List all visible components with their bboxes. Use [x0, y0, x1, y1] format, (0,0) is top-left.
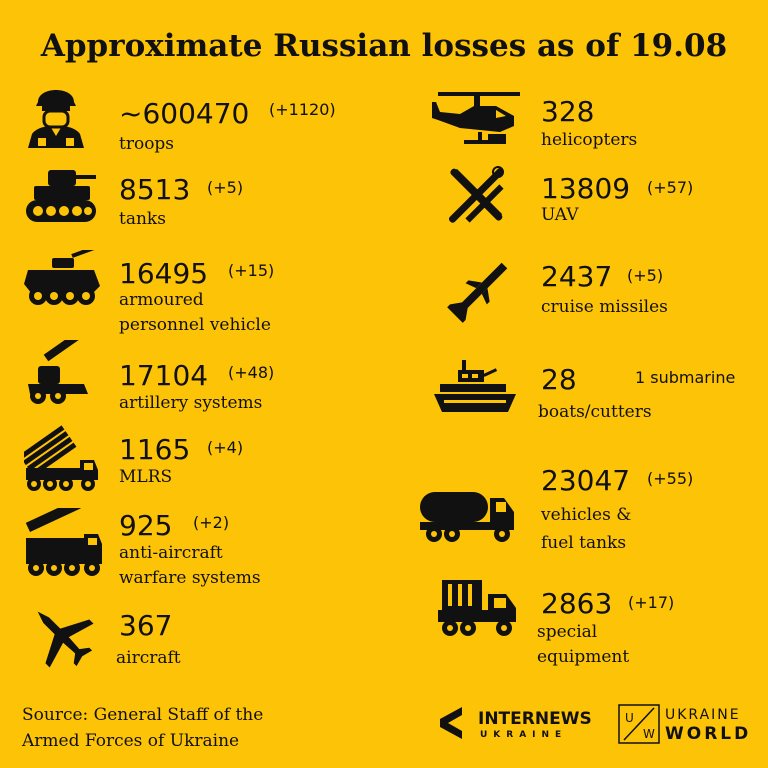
source-line1: Source: General Staff of the — [22, 705, 264, 725]
mlrs-delta: (+4) — [207, 438, 244, 457]
boats-label: boats/cutters — [538, 402, 652, 422]
vehicles-label-line1: vehicles & — [541, 505, 632, 525]
boats-value: 28 — [541, 363, 577, 396]
apc-value: 16495 — [119, 257, 209, 290]
internews-logo-name: INTERNEWS — [478, 709, 592, 729]
special-equipment-delta: (+17) — [628, 593, 675, 612]
apc-label-line1: armoured — [119, 290, 204, 310]
uav-label: UAV — [541, 205, 579, 225]
anti-aircraft-label-line2: warfare systems — [119, 568, 261, 588]
tanks-delta: (+5) — [207, 178, 244, 197]
special-equipment-value: 2863 — [541, 587, 613, 620]
vehicles-delta: (+55) — [647, 469, 694, 488]
special-equipment-label-line1: special — [537, 622, 598, 642]
troops-value: ~600470 — [119, 97, 250, 130]
ukraine-world-mark-u: U — [625, 711, 634, 725]
soldier-icon — [24, 80, 88, 148]
special-equipment-icon — [436, 578, 520, 640]
cruise-missiles-delta: (+5) — [627, 266, 664, 285]
troops-delta: (+1120) — [269, 100, 336, 119]
mlrs-value: 1165 — [119, 433, 191, 466]
ukraine-world-top: UKRAINE — [665, 707, 741, 723]
special-equipment-label-line2: equipment — [537, 647, 630, 667]
helicopters-label: helicopters — [541, 130, 638, 150]
source-line2: Armed Forces of Ukraine — [22, 731, 240, 751]
submarine-note: 1 submarine — [635, 368, 736, 387]
apc-label-line2: personnel vehicle — [119, 315, 271, 335]
artillery-value: 17104 — [119, 359, 209, 392]
mlrs-label: MLRS — [119, 467, 173, 487]
artillery-label: artillery systems — [119, 393, 263, 413]
cruise-missiles-value: 2437 — [541, 260, 613, 293]
tank-icon — [24, 166, 98, 226]
vehicles-value: 23047 — [541, 464, 631, 497]
internews-logo-icon — [432, 705, 472, 745]
cruise-missile-icon — [446, 255, 512, 327]
page-title: Approximate Russian losses as of 19.08 — [40, 28, 728, 64]
vehicles-label-line2: fuel tanks — [541, 533, 627, 553]
aircraft-icon — [26, 600, 96, 670]
aircraft-label: aircraft — [116, 648, 181, 668]
anti-aircraft-delta: (+2) — [193, 513, 230, 532]
anti-aircraft-label-line1: anti-aircraft — [119, 543, 223, 563]
cruise-missiles-label: cruise missiles — [541, 297, 668, 317]
apc-delta: (+15) — [228, 261, 275, 280]
helicopter-icon — [430, 88, 522, 150]
ukraine-world-logo-icon: U W — [618, 704, 660, 748]
mlrs-icon — [24, 420, 100, 494]
apc-icon — [22, 250, 102, 310]
artillery-icon — [26, 340, 98, 406]
aircraft-value: 367 — [119, 609, 173, 642]
ukraine-world-mark-w: W — [643, 727, 655, 741]
anti-aircraft-icon — [24, 508, 104, 580]
tanks-value: 8513 — [119, 173, 191, 206]
source-note: Source: General Staff of the Armed Force… — [22, 702, 263, 754]
anti-aircraft-value: 925 — [119, 509, 173, 542]
ukraine-world-bottom: WORLD — [665, 724, 752, 744]
tanks-label: tanks — [119, 209, 166, 229]
uav-icon — [440, 162, 512, 228]
helicopters-value: 328 — [541, 95, 595, 128]
uav-delta: (+57) — [647, 178, 694, 197]
fuel-truck-icon — [418, 488, 518, 546]
troops-label: troops — [119, 134, 175, 154]
internews-logo-sub: UKRAINE — [480, 730, 568, 740]
uav-value: 13809 — [541, 172, 631, 205]
boat-icon — [432, 356, 518, 418]
artillery-delta: (+48) — [228, 363, 275, 382]
